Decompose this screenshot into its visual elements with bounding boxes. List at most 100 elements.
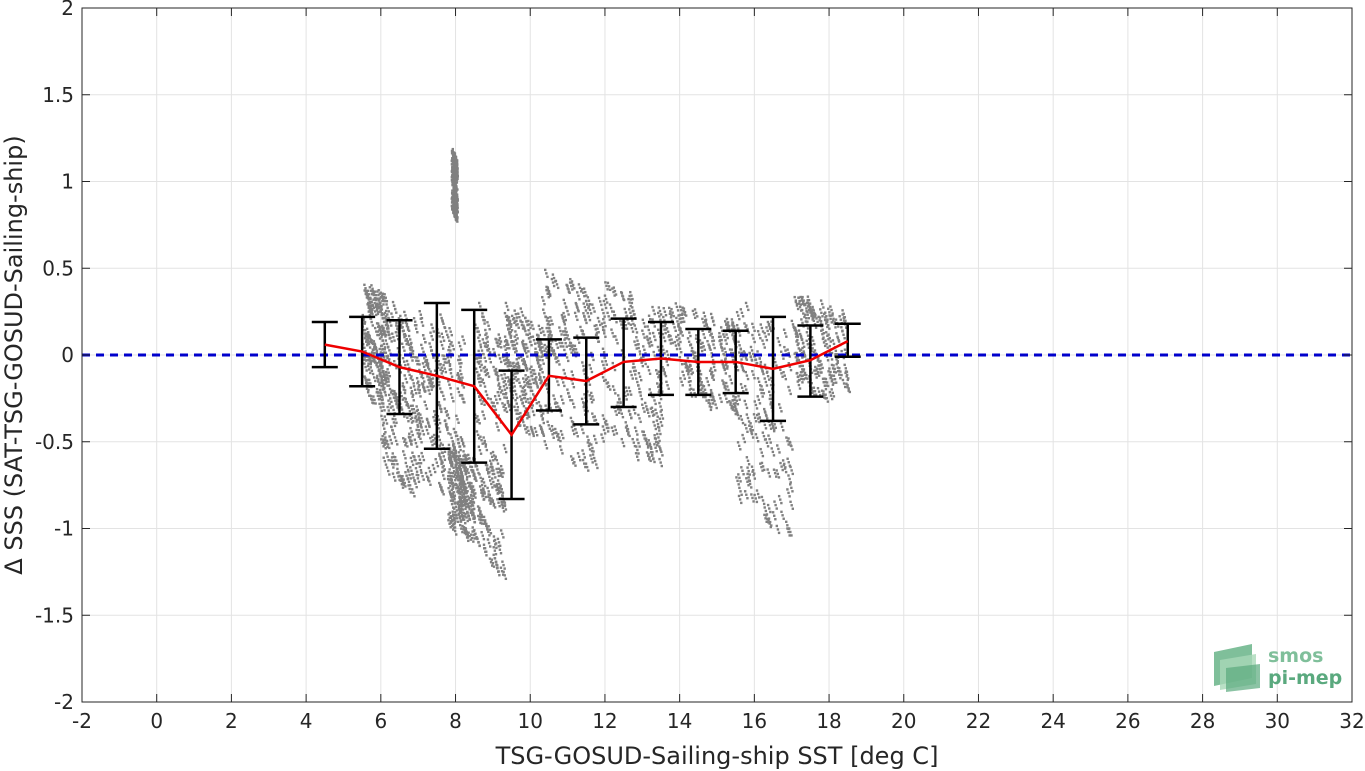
scatter-point [603, 303, 607, 306]
scatter-point [370, 359, 373, 362]
scatter-point [789, 483, 792, 486]
scatter-point [587, 438, 590, 442]
scatter-point [375, 303, 378, 307]
scatter-point [432, 433, 436, 437]
scatter-point [451, 180, 455, 183]
scatter-point [684, 361, 688, 364]
scatter-point [387, 380, 390, 383]
scatter-point [481, 494, 485, 497]
scatter-point [790, 469, 793, 472]
scatter-point [383, 346, 387, 349]
scatter-point [534, 430, 538, 433]
scatter-point [396, 406, 399, 409]
scatter-point [847, 387, 850, 390]
scatter-point [720, 342, 723, 345]
scatter-point [703, 348, 707, 352]
scatter-point [771, 450, 775, 454]
scatter-point [450, 197, 454, 200]
scatter-point [480, 483, 484, 487]
scatter-point [628, 308, 631, 311]
scatter-point [379, 326, 382, 329]
scatter-point [480, 522, 484, 525]
scatter-point [430, 388, 433, 391]
scatter-point [499, 391, 502, 394]
scatter-point [546, 287, 550, 291]
scatter-point [446, 428, 449, 432]
scatter-point [759, 323, 762, 326]
scatter-point [770, 320, 773, 323]
scatter-point [461, 335, 464, 338]
scatter-point [484, 333, 487, 337]
scatter-point [605, 284, 608, 288]
scatter-point [759, 336, 762, 340]
scatter-point [478, 380, 481, 384]
scatter-point [369, 366, 372, 369]
scatter-point [516, 363, 520, 366]
scatter-point [464, 500, 468, 503]
scatter-point [551, 340, 554, 343]
scatter-point [448, 326, 451, 330]
scatter-point [376, 290, 379, 293]
scatter-point [802, 351, 806, 355]
scatter-point [745, 477, 748, 480]
scatter-point [499, 484, 502, 487]
scatter-point [654, 338, 657, 342]
scatter-point [419, 423, 423, 426]
scatter-point [519, 319, 522, 322]
scatter-point [452, 475, 456, 478]
scatter-point [666, 363, 670, 367]
scatter-point [427, 389, 430, 392]
scatter-point [806, 334, 810, 337]
scatter-point [583, 372, 587, 376]
scatter-point [761, 330, 765, 333]
scatter-point [767, 434, 770, 437]
scatter-point [457, 421, 460, 424]
scatter-point [567, 338, 571, 341]
scatter-point [601, 347, 605, 350]
scatter-point [630, 301, 634, 305]
scatter-point [503, 396, 506, 399]
scatter-point [775, 364, 778, 367]
scatter-point [377, 378, 380, 381]
scatter-point [388, 333, 391, 336]
scatter-point [492, 535, 496, 538]
scatter-point [460, 372, 463, 376]
scatter-point [391, 332, 394, 335]
scatter-point [401, 326, 404, 329]
scatter-point [593, 415, 596, 418]
scatter-point [529, 389, 533, 392]
scatter-point [415, 485, 418, 489]
scatter-point [647, 369, 651, 372]
scatter-point [487, 347, 491, 351]
scatter-point [561, 316, 564, 319]
scatter-point [653, 424, 656, 427]
scatter-point [519, 395, 522, 398]
scatter-point [521, 386, 525, 390]
scatter-point [663, 352, 666, 355]
scatter-point [573, 351, 577, 354]
scatter-point [386, 368, 389, 371]
scatter-point [370, 307, 374, 311]
scatter-point [455, 159, 458, 162]
scatter-point [563, 323, 567, 326]
scatter-point [498, 487, 502, 490]
scatter-point [759, 462, 762, 465]
scatter-point [478, 301, 481, 305]
scatter-point [620, 412, 624, 415]
scatter-point [475, 464, 479, 468]
scatter-point [383, 409, 386, 412]
scatter-point [769, 401, 773, 404]
scatter-point [368, 308, 372, 311]
scatter-point [464, 492, 467, 495]
scatter-point [458, 468, 461, 471]
scatter-point [454, 478, 457, 482]
scatter-point [466, 519, 469, 523]
scatter-point [382, 328, 385, 331]
scatter-point [449, 471, 452, 475]
scatter-point [803, 371, 807, 375]
scatter-point [526, 412, 530, 415]
scatter-point [452, 518, 455, 521]
scatter-point [597, 320, 601, 323]
scatter-point [495, 458, 499, 462]
scatter-point [520, 310, 524, 314]
